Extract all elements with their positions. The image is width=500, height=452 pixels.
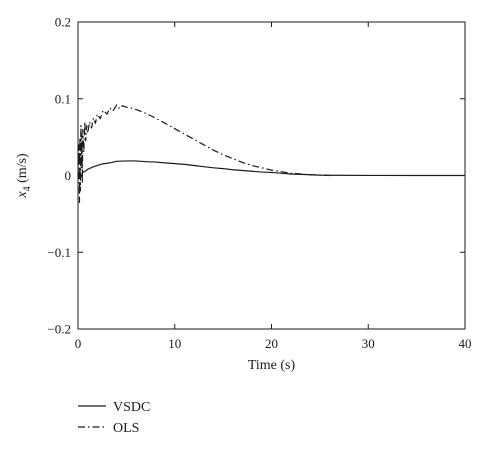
y-axis-label: x4 (m/s) (15, 153, 33, 199)
tick-labels: 0 10 20 30 40 −0.2 −0.1 0 0.1 0.2 (47, 15, 471, 352)
y-tick-label: −0.1 (47, 245, 71, 260)
y-axis-label-main: x (15, 191, 30, 199)
x-tick-label: 10 (168, 336, 181, 351)
y-tick-label: 0.1 (55, 91, 71, 106)
y-tick-label: 0 (65, 168, 72, 183)
series-lines (77, 104, 465, 203)
legend-label-vsdc: VSDC (113, 400, 150, 415)
x-tick-label: 0 (75, 336, 82, 351)
y-axis-label-subscript: 4 (22, 186, 33, 191)
x-axis-label: Time (s) (248, 358, 296, 373)
legend: VSDC OLS (78, 400, 150, 436)
x-tick-label: 30 (362, 336, 375, 351)
legend-label-ols: OLS (113, 421, 139, 436)
y-axis-label-unit: (m/s) (15, 153, 30, 186)
y-tick-label: −0.2 (47, 322, 71, 337)
x-tick-label: 20 (265, 336, 278, 351)
y-tick-label: 0.2 (55, 15, 71, 30)
series-line-ols (77, 104, 330, 203)
x-tick-label: 40 (459, 336, 472, 351)
